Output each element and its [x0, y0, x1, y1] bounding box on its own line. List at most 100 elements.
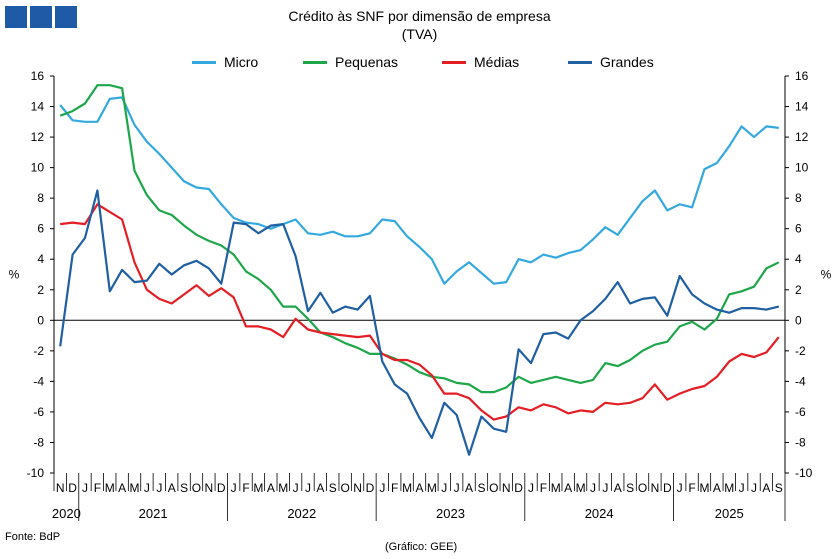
- x-tick-label: D: [366, 481, 375, 495]
- y-tick-label-right: 6: [795, 222, 802, 236]
- x-tick-label: F: [540, 481, 547, 495]
- source-note: Fonte: BdP: [5, 531, 61, 543]
- y-tick-label-right: 12: [795, 130, 809, 144]
- logo: [5, 6, 77, 28]
- legend-label-grandes: Grandes: [600, 54, 654, 70]
- x-tick-label: A: [415, 481, 423, 495]
- x-tick-label: F: [391, 481, 398, 495]
- x-tick-label: D: [514, 481, 523, 495]
- x-tick-label: N: [502, 481, 511, 495]
- x-tick-label: D: [663, 481, 672, 495]
- y-tick-label-left: 8: [37, 191, 44, 205]
- series-line-grandes: [59, 189, 780, 456]
- y-tick-label-left: 6: [37, 222, 44, 236]
- x-tick-label: S: [626, 481, 634, 495]
- chart-series: [59, 84, 780, 456]
- y-tick-label-left: 2: [37, 283, 44, 297]
- x-tick-label: M: [551, 481, 561, 495]
- year-label: 2021: [139, 506, 168, 521]
- logo-square-2: [30, 6, 52, 28]
- x-tick-label: M: [576, 481, 586, 495]
- x-tick-label: A: [465, 481, 473, 495]
- y-tick-label-right: -10: [795, 466, 813, 480]
- year-label: 2025: [715, 506, 744, 521]
- logo-square-3: [55, 6, 77, 28]
- x-tick-label: O: [340, 481, 349, 495]
- y-tick-label-right: 16: [795, 69, 809, 83]
- legend-item-grandes: Grandes: [568, 54, 654, 70]
- x-tick-label: M: [105, 481, 115, 495]
- x-tick-label: J: [739, 481, 745, 495]
- y-tick-label-right: 8: [795, 191, 802, 205]
- y-tick-label-left: -4: [33, 374, 44, 388]
- y-axis-label-left: %: [9, 268, 20, 282]
- y-tick-label-right: 0: [795, 313, 802, 327]
- x-tick-label: F: [688, 481, 695, 495]
- y-tick-label-left: 16: [31, 69, 45, 83]
- credit-note: (Gráfico: GEE): [385, 541, 458, 553]
- x-tick-label: A: [168, 481, 176, 495]
- legend-swatch-pequenas: [303, 60, 327, 64]
- legend-swatch-micro: [192, 60, 216, 64]
- y-tick-label-right: 14: [795, 100, 809, 114]
- x-tick-label: N: [56, 481, 65, 495]
- legend-swatch-medias: [442, 60, 466, 64]
- x-tick-label: J: [441, 481, 447, 495]
- x-tick-label: A: [713, 481, 721, 495]
- legend-item-medias: Médias: [442, 54, 519, 70]
- x-tick-label: A: [564, 481, 572, 495]
- x-tick-label: J: [677, 481, 683, 495]
- legend-item-micro: Micro: [192, 54, 258, 70]
- legend-item-pequenas: Pequenas: [303, 54, 398, 70]
- x-tick-label: J: [305, 481, 311, 495]
- logo-square-1: [5, 6, 27, 28]
- x-tick-label: M: [699, 481, 709, 495]
- y-tick-label-left: -10: [27, 466, 45, 480]
- legend-swatch-grandes: [568, 60, 592, 64]
- y-tick-label-left: 14: [31, 100, 45, 114]
- y-tick-label-right: -4: [795, 374, 806, 388]
- x-tick-label: S: [775, 481, 783, 495]
- year-label: 2022: [287, 506, 316, 521]
- x-tick-label: J: [590, 481, 596, 495]
- x-tick-label: S: [477, 481, 485, 495]
- chart-axes: -10 -10 -8 -8 -6 -6 -4 -4 -2 -2 0 0 2 2 4 4 6 6 8 8 10 10 12 12…: [9, 69, 832, 521]
- x-tick-label: J: [231, 481, 237, 495]
- x-tick-label: J: [82, 481, 88, 495]
- x-tick-label: J: [144, 481, 150, 495]
- y-tick-label-left: -8: [33, 435, 44, 449]
- y-tick-label-right: 4: [795, 252, 802, 266]
- x-tick-label: A: [614, 481, 622, 495]
- x-tick-label: M: [278, 481, 288, 495]
- x-tick-label: M: [427, 481, 437, 495]
- legend-label-pequenas: Pequenas: [335, 54, 399, 70]
- chart-title: Crédito às SNF por dimensão de empresa: [288, 8, 551, 24]
- x-tick-label: O: [638, 481, 647, 495]
- y-tick-label-right: -6: [795, 405, 806, 419]
- y-axis-label-right: %: [821, 268, 832, 282]
- y-tick-label-left: -6: [33, 405, 44, 419]
- chart-subtitle: (TVA): [401, 26, 438, 42]
- y-tick-label-right: -8: [795, 435, 806, 449]
- x-tick-label: A: [316, 481, 324, 495]
- y-tick-label-left: -2: [33, 344, 44, 358]
- x-tick-label: J: [156, 481, 162, 495]
- series-line-pequenas: [59, 84, 780, 394]
- x-tick-label: F: [242, 481, 249, 495]
- legend: Micro Pequenas Médias Grandes: [0, 54, 839, 74]
- y-tick-label-left: 12: [31, 130, 45, 144]
- legend-label-micro: Micro: [224, 54, 259, 70]
- x-tick-label: J: [751, 481, 757, 495]
- series-line-micro: [59, 96, 779, 285]
- legend-label-medias: Médias: [474, 54, 520, 70]
- series-line-mdias: [60, 203, 780, 421]
- year-label: 2024: [585, 506, 614, 521]
- x-tick-label: D: [68, 481, 77, 495]
- x-tick-label: N: [651, 481, 660, 495]
- y-tick-label-left: 0: [37, 313, 44, 327]
- x-tick-label: N: [353, 481, 362, 495]
- x-tick-label: M: [253, 481, 263, 495]
- x-tick-label: J: [602, 481, 608, 495]
- x-tick-label: J: [293, 481, 299, 495]
